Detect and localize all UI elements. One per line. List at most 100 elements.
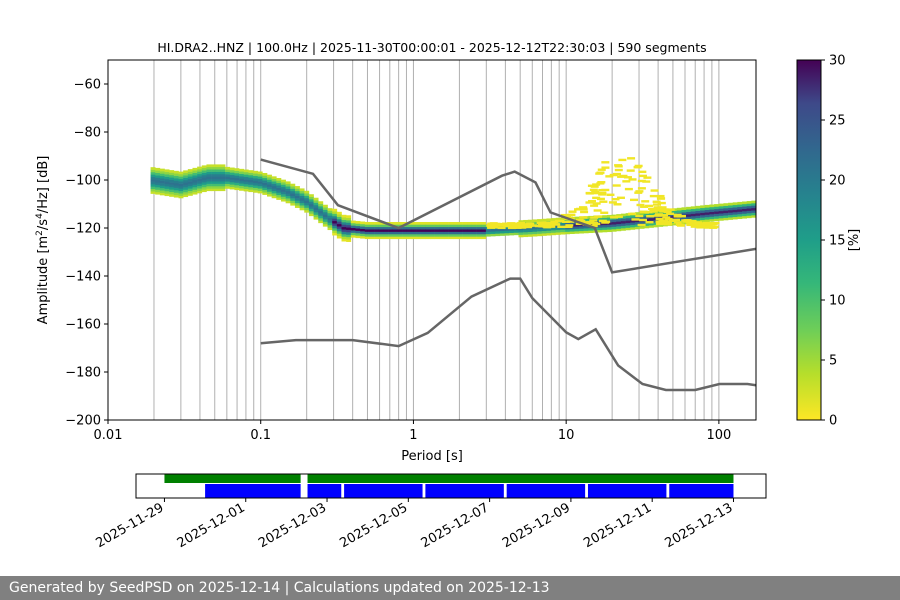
heatmap-cell: [697, 226, 706, 229]
heatmap-cell: [485, 229, 491, 232]
heatmap-cell: [308, 203, 314, 207]
y-axis-label-superscript: 4: [35, 213, 45, 219]
heatmap-cell: [476, 236, 482, 240]
heatmap-cell: [732, 202, 738, 206]
heatmap-cell: [541, 233, 547, 236]
heatmap-cell: [676, 210, 682, 213]
heatmap-cell: [183, 189, 189, 193]
heatmap-cell: [374, 231, 380, 235]
heatmap-cell: [350, 234, 356, 238]
heatmap-cell: [355, 228, 361, 231]
colorbar-tick-label: 5: [829, 354, 837, 369]
heatmap-cell: [187, 181, 193, 184]
heatmap-cell: [714, 208, 720, 212]
availability-bar: [205, 484, 301, 498]
heatmap-cell: [155, 167, 161, 171]
heatmap-cell: [648, 217, 654, 221]
heatmap-cell: [262, 192, 268, 195]
heatmap-cell: [155, 189, 161, 193]
heatmap-cell: [742, 206, 747, 209]
heatmap-cell: [322, 214, 328, 218]
heatmap-cell: [467, 231, 473, 235]
heatmap-cell: [504, 232, 510, 236]
heatmap-cell: [737, 206, 743, 210]
heatmap-cell: [653, 224, 659, 228]
heatmap-cell: [313, 212, 319, 215]
heatmap-cell: [150, 171, 156, 175]
heatmap-cell: [653, 214, 662, 217]
heatmap-cell: [742, 203, 747, 207]
heatmap-cell: [192, 191, 198, 195]
heatmap-cell: [416, 229, 421, 232]
heatmap-cell: [215, 169, 221, 172]
x-tick-label: 0.1: [250, 428, 271, 443]
heatmap-cell: [560, 217, 566, 221]
heatmap-cell: [527, 231, 533, 235]
heatmap-cell: [294, 195, 300, 199]
heatmap-cell: [211, 186, 217, 189]
heatmap-cell: [262, 189, 268, 193]
heatmap-cell: [588, 223, 594, 226]
heatmap-cell: [346, 234, 352, 238]
heatmap-cell: [299, 202, 305, 206]
heatmap-cell: [453, 236, 459, 240]
heatmap-cell: [332, 211, 338, 214]
heatmap-cell: [585, 201, 594, 204]
y-tick-label: −140: [65, 270, 101, 285]
heatmap-cell: [290, 190, 296, 194]
heatmap-cell: [178, 188, 184, 192]
heatmap-cell: [562, 220, 571, 223]
heatmap-cell: [276, 194, 282, 198]
heatmap-cell: [294, 205, 300, 208]
heatmap-cell: [453, 224, 459, 228]
heatmap-cell: [650, 189, 659, 192]
heatmap-cell: [605, 175, 614, 178]
heatmap-cell: [211, 181, 217, 184]
heatmap-cell: [225, 183, 231, 187]
heatmap-cell: [155, 191, 161, 195]
heatmap-cell: [164, 186, 170, 189]
heatmap-cell: [280, 182, 286, 185]
heatmap-cell: [411, 231, 417, 235]
heatmap-cell: [430, 226, 435, 230]
heatmap-cell: [215, 183, 221, 187]
heatmap-cell: [620, 213, 626, 217]
heatmap-cell: [623, 176, 632, 179]
heatmap-cell: [420, 229, 426, 232]
heatmap-cell: [378, 222, 384, 225]
heatmap-cell: [639, 211, 645, 215]
heatmap-cell: [742, 213, 747, 217]
heatmap-cell: [164, 193, 170, 197]
heatmap-cell: [248, 174, 254, 178]
heatmap-cell: [625, 217, 631, 221]
heatmap-cell: [723, 217, 729, 221]
heatmap-cell: [457, 229, 463, 232]
heatmap-cell: [591, 190, 600, 194]
heatmap-cell: [590, 185, 599, 188]
heatmap-cell: [606, 229, 612, 233]
heatmap-cell: [690, 206, 696, 210]
heatmap-cell: [551, 223, 560, 226]
heatmap-cell: [290, 195, 296, 199]
heatmap-cell: [636, 203, 645, 207]
heatmap-cell: [462, 226, 468, 230]
heatmap-cell: [294, 188, 300, 192]
heatmap-cell: [187, 178, 193, 182]
heatmap-cell: [639, 210, 648, 213]
heatmap-cell: [652, 203, 661, 206]
heatmap-cell: [253, 187, 258, 191]
x-tick-label: 10: [558, 428, 575, 443]
heatmap-cell: [658, 206, 667, 209]
heatmap-cell: [253, 182, 258, 186]
heatmap-cell: [597, 168, 606, 171]
heatmap-cell: [617, 175, 626, 178]
heatmap-cell: [285, 186, 291, 189]
heatmap-cell: [648, 225, 654, 228]
heatmap-cell: [504, 228, 510, 231]
heatmap-cell: [532, 219, 538, 223]
heatmap-cell: [304, 200, 310, 204]
heatmap-cell: [211, 178, 217, 182]
heatmap-cell: [536, 221, 545, 224]
y-axis: −200 −180 −160 −140 −120 −100 −80 −60: [65, 78, 108, 429]
heatmap-cell: [159, 183, 165, 186]
